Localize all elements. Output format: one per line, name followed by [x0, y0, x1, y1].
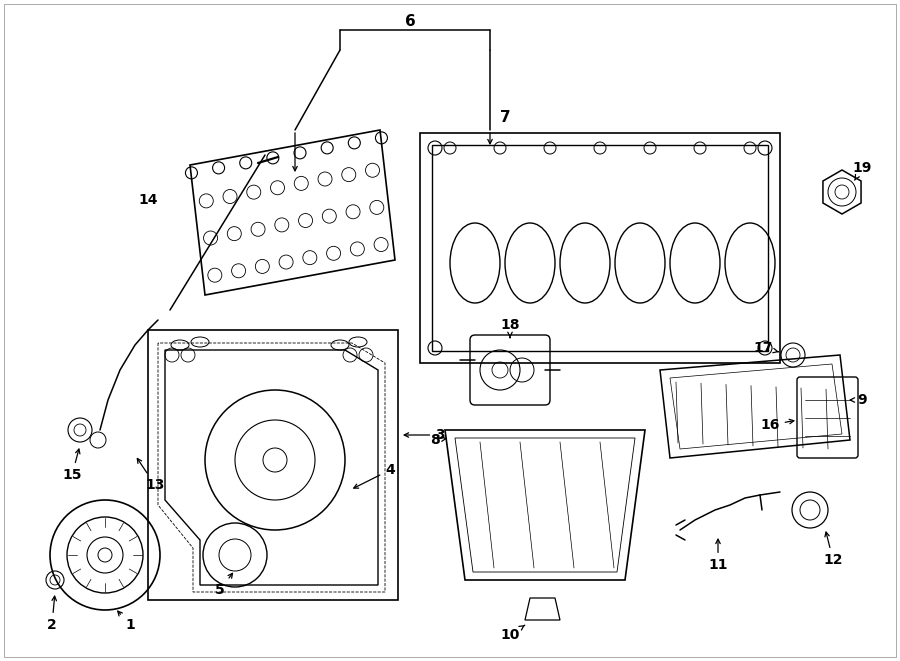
Text: 11: 11	[708, 539, 728, 572]
Text: 5: 5	[215, 573, 232, 597]
Text: 14: 14	[139, 193, 158, 207]
Text: 1: 1	[118, 611, 135, 632]
Text: 17: 17	[753, 341, 778, 355]
Text: 15: 15	[62, 449, 82, 482]
Text: 19: 19	[852, 161, 872, 180]
Text: 18: 18	[500, 318, 520, 338]
Text: 3: 3	[404, 428, 445, 442]
Bar	[420, 133, 780, 363]
Text: 16: 16	[760, 418, 794, 432]
Text: 12: 12	[824, 532, 842, 567]
Text: 8: 8	[430, 433, 446, 447]
Text: 10: 10	[500, 625, 525, 642]
Text: 4: 4	[354, 463, 395, 488]
Text: 6: 6	[405, 15, 416, 30]
Text: 7: 7	[500, 110, 510, 126]
Bar	[432, 145, 768, 351]
Text: 13: 13	[138, 459, 165, 492]
Text: 2: 2	[47, 596, 57, 632]
Text: 9: 9	[850, 393, 867, 407]
Bar	[148, 330, 398, 600]
